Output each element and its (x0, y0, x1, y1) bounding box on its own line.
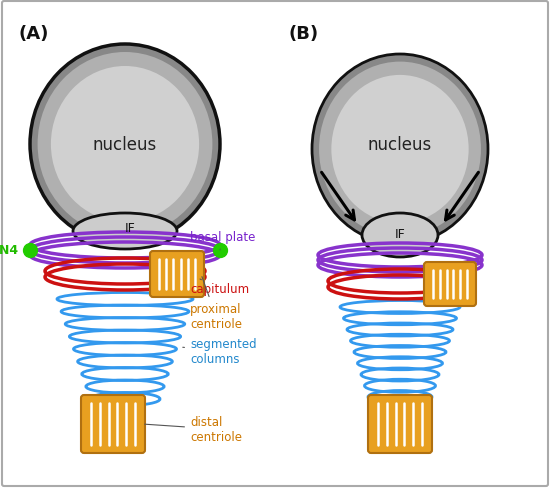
Text: segmented
columns: segmented columns (183, 337, 257, 365)
Text: IF: IF (125, 222, 135, 235)
Ellipse shape (362, 214, 438, 258)
FancyBboxPatch shape (424, 263, 476, 306)
Text: distal
centriole: distal centriole (145, 415, 242, 443)
Text: (A): (A) (18, 25, 48, 43)
Ellipse shape (30, 45, 220, 244)
Ellipse shape (51, 67, 199, 223)
Ellipse shape (331, 76, 469, 224)
FancyBboxPatch shape (368, 395, 432, 453)
Ellipse shape (312, 55, 488, 244)
Text: proximal
centriole: proximal centriole (190, 277, 242, 330)
Text: basal plate: basal plate (190, 231, 255, 250)
FancyBboxPatch shape (81, 395, 145, 453)
Text: IF: IF (395, 227, 405, 240)
Ellipse shape (73, 214, 177, 249)
Text: nucleus: nucleus (93, 136, 157, 154)
Text: SUN4: SUN4 (0, 244, 18, 257)
Text: (B): (B) (288, 25, 318, 43)
FancyBboxPatch shape (150, 251, 204, 297)
Ellipse shape (37, 53, 212, 237)
Text: nucleus: nucleus (368, 136, 432, 154)
Text: capitulum: capitulum (190, 280, 249, 296)
Ellipse shape (319, 62, 481, 237)
